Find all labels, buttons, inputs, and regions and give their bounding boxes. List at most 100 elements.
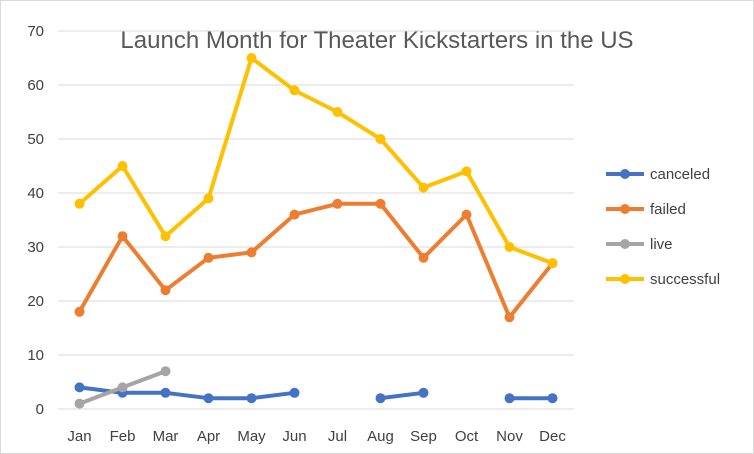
y-tick-label: 20 [27,293,44,310]
data-point [547,393,558,404]
gridlines [58,30,574,410]
y-tick-label: 40 [27,185,44,202]
data-point [547,258,558,269]
legend-item-successful: successful [606,271,720,288]
legend-item-live: live [606,236,673,253]
data-point [375,134,386,144]
legend-swatch-marker [620,204,630,214]
series-failed [74,198,558,323]
data-point [332,107,343,117]
data-point [160,387,171,398]
series-line-segment [163,390,211,401]
series-line-segment [163,196,211,239]
data-point [246,393,257,404]
data-point [160,285,171,296]
series-line-segment [464,169,512,249]
series-line-segment [163,255,211,293]
data-point [461,166,472,177]
series-line-segment [206,56,254,201]
data-point [375,198,386,209]
data-point [203,193,214,204]
series-line-segment [421,169,469,190]
legend-swatch-marker [620,169,630,179]
x-tick-label: May [237,428,266,445]
data-point [289,209,300,220]
x-tick-label: Feb [110,428,136,445]
data-point [418,182,429,193]
legend-label: live [650,236,673,253]
y-tick-label: 70 [27,23,44,40]
series-line-segment [378,201,426,260]
data-point [332,198,343,209]
series-line-segment [292,201,340,217]
data-point [504,312,515,323]
y-tick-label: 50 [27,131,44,148]
legend-item-canceled: canceled [606,166,710,183]
data-point [203,252,214,263]
data-point [117,231,128,242]
legend-label: failed [650,201,686,218]
x-tick-label: Jul [328,428,347,445]
legend-swatch-marker [620,274,630,284]
data-point [160,366,171,377]
y-tick-label: 30 [27,239,44,256]
legend-label: successful [650,271,720,288]
series-line-segment [335,110,383,141]
x-axis-ticks: Jan Feb Mar Apr May Jun Jul Aug Sep Oct Nov Dec [67,428,566,445]
series-line-segment [77,164,125,206]
x-tick-label: Oct [455,428,479,445]
data-point [461,209,472,220]
series-line-segment [120,234,168,293]
series-layer [74,53,558,409]
series-live [74,366,171,409]
series-successful [74,53,558,269]
legend-swatch-marker [620,239,630,249]
x-tick-label: Jan [67,428,91,445]
data-point [289,387,300,398]
data-point [504,242,515,252]
series-line-segment [120,369,168,390]
series-line-segment [464,212,512,320]
x-tick-label: Dec [539,428,566,445]
series-line-segment [77,385,125,406]
data-point [246,53,257,63]
series-line-segment [206,250,254,260]
data-point [375,393,386,404]
series-line-segment [77,234,125,314]
series-line-segment [378,137,426,190]
data-point [74,382,85,393]
legend-item-failed: failed [606,201,686,218]
data-point [160,231,171,242]
x-tick-label: Aug [367,428,394,445]
x-tick-label: Jun [282,428,306,445]
series-line-segment [292,88,340,114]
series-line-segment [507,261,555,320]
legend-label: canceled [650,166,710,183]
legend: canceled failed live successful [606,166,720,288]
series-line-segment [421,212,469,260]
y-tick-label: 0 [36,401,44,418]
x-tick-label: Apr [197,428,220,445]
x-tick-label: Sep [410,428,437,445]
y-tick-label: 10 [27,347,44,364]
series-canceled [74,382,558,404]
data-point [289,85,300,96]
series-line-segment [507,245,555,266]
data-point [117,382,128,393]
data-point [504,393,515,404]
y-tick-label: 60 [27,77,44,94]
series-line-segment [249,390,297,401]
series-line-segment [249,56,297,93]
series-line-segment [249,212,297,255]
series-line-segment [378,390,426,401]
data-point [418,252,429,263]
x-tick-label: Mar [153,428,179,445]
x-tick-label: Nov [496,428,523,445]
data-point [117,161,128,171]
y-axis-ticks: 0 10 20 30 40 50 60 70 [27,23,44,418]
data-point [74,398,85,409]
data-point [246,247,257,258]
data-point [203,393,214,404]
